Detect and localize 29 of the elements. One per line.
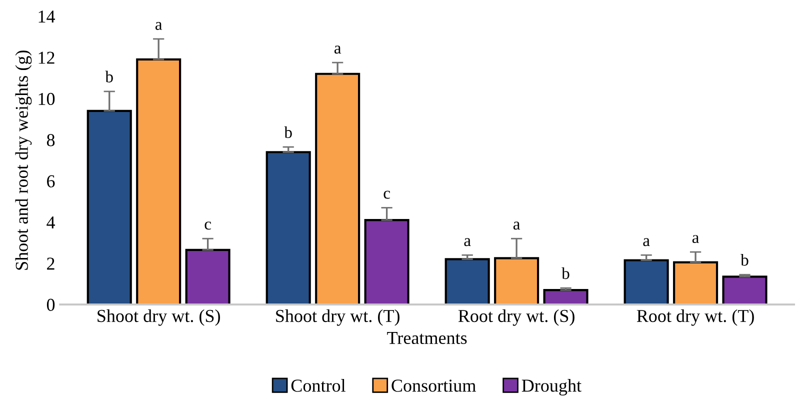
y-axis-title: Shoot and root dry weights (g) bbox=[15, 50, 32, 270]
data-label: b bbox=[105, 70, 113, 82]
y-tick-label: 8 bbox=[46, 134, 55, 146]
x-tick-label: Shoot dry wt. (S) bbox=[98, 309, 220, 326]
data-label: a bbox=[643, 238, 650, 246]
data-label: a bbox=[155, 22, 162, 30]
data-label: c bbox=[384, 190, 390, 199]
x-tick-label: Root dry wt. (S) bbox=[458, 309, 574, 326]
y-tick-label: 12 bbox=[38, 52, 54, 64]
data-label: a bbox=[692, 235, 700, 244]
y-tick-label: 4 bbox=[46, 216, 56, 228]
data-label: b bbox=[284, 126, 292, 138]
data-label: b bbox=[562, 267, 570, 280]
data-label: c bbox=[204, 222, 211, 230]
x-tick-label: Shoot dry wt. (T) bbox=[276, 309, 400, 326]
y-tick-label: 10 bbox=[38, 92, 55, 106]
data-label: a bbox=[464, 238, 471, 246]
y-tick-label: 6 bbox=[47, 175, 55, 188]
x-tick-label: Root dry wt. (T) bbox=[636, 309, 754, 326]
data-label: b bbox=[740, 254, 748, 266]
legend-label: Drought bbox=[522, 379, 582, 396]
legend-label: Consortium bbox=[392, 380, 476, 392]
legend-label: Control bbox=[291, 379, 346, 392]
data-label: a bbox=[513, 222, 520, 230]
y-tick-label: 14 bbox=[38, 10, 56, 23]
y-tick-label: 2 bbox=[47, 258, 54, 270]
data-label: a bbox=[334, 46, 342, 54]
y-tick-label: 0 bbox=[46, 298, 55, 311]
x-axis-title: Treatments bbox=[387, 332, 467, 344]
